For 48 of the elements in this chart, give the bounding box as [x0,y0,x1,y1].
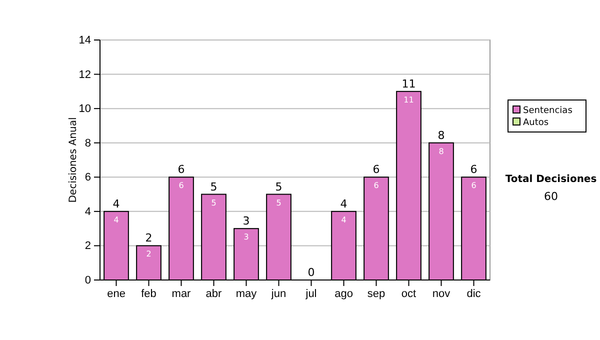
total-label: 6 [372,163,380,176]
data-label: 4 [114,215,119,224]
x-tick-label: oct [401,288,416,300]
total-label: 11 [402,77,416,90]
y-tick-label: 4 [84,206,91,218]
x-tick-label: may [236,288,258,300]
total-label: 4 [340,197,348,210]
data-label: 5 [276,198,282,208]
y-tick-label: 6 [84,172,91,184]
x-tick-label: jun [270,288,286,300]
total-label: 0 [308,266,315,279]
total-label: 2 [145,232,152,245]
y-tick-label: 8 [84,137,91,150]
x-tick-label: sep [367,288,386,300]
x-tick-label: ago [334,288,353,300]
text: 60 [544,190,558,203]
legend-label: Sentencias [523,106,573,116]
x-tick-label: nov [432,288,451,300]
data-label: 2 [146,250,152,259]
total-label: 6 [178,163,185,176]
total-label: 8 [438,128,445,142]
y-tick-label: 10 [78,103,91,116]
text: Total Decisiones [505,174,597,185]
data-label: 11 [404,95,414,104]
total-label: 4 [112,197,120,210]
y-tick-label: 14 [78,34,91,47]
x-tick-label: abr [206,288,222,300]
y-axis-title: Decisiones Anual [68,117,79,203]
x-tick-label: jul [304,288,317,300]
total-label: 3 [242,214,250,228]
data-label: 8 [438,146,444,156]
data-label: 6 [374,181,379,190]
x-tick-label: ene [107,288,126,300]
data-label: 6 [471,181,476,190]
y-tick-label: 12 [78,68,91,81]
x-tick-label: feb [141,288,156,300]
data-label: 6 [178,181,184,190]
legend-label: Autos [523,118,549,128]
data-label: 4 [341,215,346,224]
x-tick-label: dic [466,288,482,300]
total-label: 5 [210,180,218,194]
data-label: 5 [211,198,216,208]
total-label: 6 [470,163,478,176]
total-label: 5 [275,180,282,194]
data-label: 3 [244,232,249,242]
x-tick-label: mar [172,288,192,300]
y-tick-label: 2 [84,240,91,252]
y-tick-label: 0 [84,274,91,287]
